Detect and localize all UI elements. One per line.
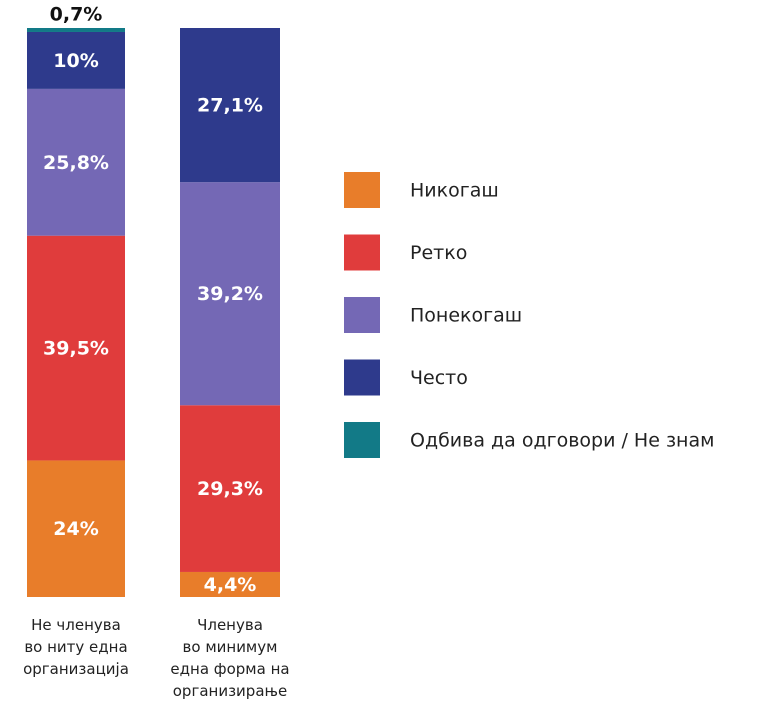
data-label: 4,4%: [204, 574, 257, 596]
legend-label: Никогаш: [410, 180, 499, 202]
legend-swatch: [344, 234, 380, 271]
legend-label: Често: [410, 367, 468, 389]
legend-swatch: [344, 297, 380, 333]
data-label: 10%: [53, 50, 98, 72]
bar-segment: [180, 182, 280, 406]
data-label: 0,7%: [50, 4, 103, 26]
legend-swatch: [344, 422, 380, 458]
legend-swatch: [344, 172, 380, 208]
bar-segment: [27, 31, 125, 89]
data-label: 24%: [53, 518, 98, 540]
bar-segment: [180, 571, 280, 597]
data-label: 39,5%: [43, 338, 109, 360]
legend-label: Понекогаш: [410, 305, 522, 327]
data-label: 25,8%: [43, 152, 109, 174]
bar-segment: [27, 460, 125, 597]
data-label: 39,2%: [197, 283, 263, 305]
data-label: 29,3%: [197, 478, 263, 500]
x-tick-label: Членува во минимум една форма на организ…: [170, 616, 290, 700]
bar-segment: [180, 28, 280, 183]
data-label: 27,1%: [197, 95, 263, 117]
bar-segment: [27, 235, 125, 461]
bar-segment: [27, 28, 125, 32]
legend-label: Ретко: [410, 242, 467, 264]
bar-segment: [27, 88, 125, 236]
x-tick-label: Не членува во ниту една организација: [23, 616, 129, 678]
legend-swatch: [344, 359, 380, 396]
bar-segment: [180, 405, 280, 572]
legend-label: Одбива да одговори / Не знам: [410, 430, 714, 452]
